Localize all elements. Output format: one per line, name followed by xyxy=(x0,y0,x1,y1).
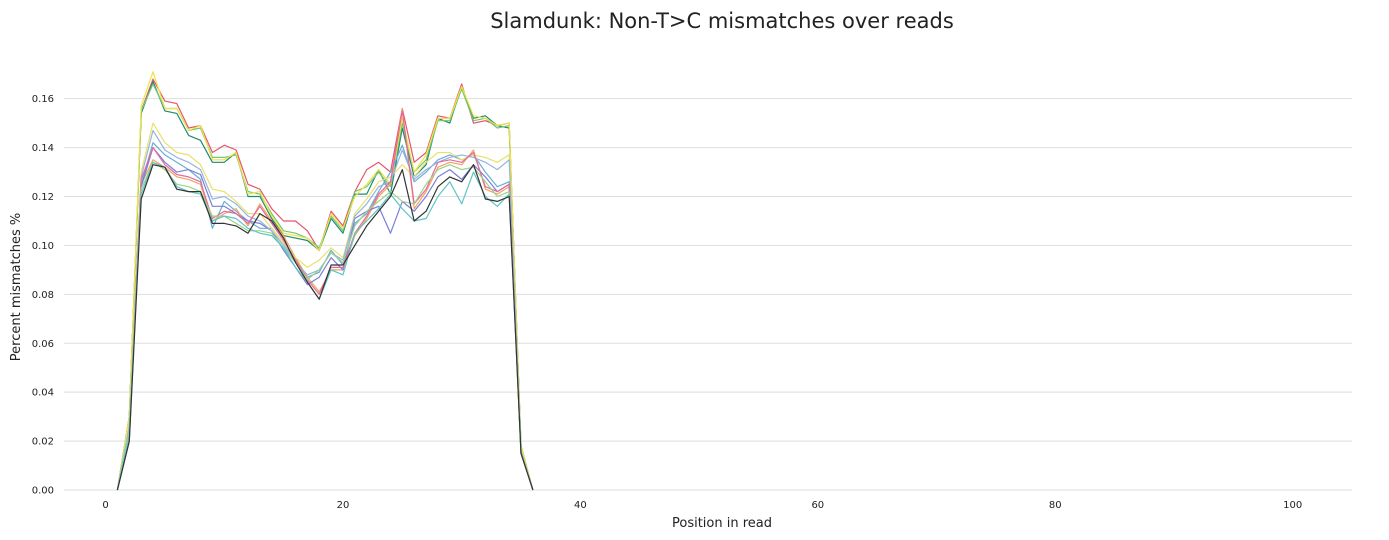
x-tick-label: 100 xyxy=(1283,500,1302,511)
series-line-11 xyxy=(116,161,534,491)
gridlines xyxy=(64,98,1352,491)
y-axis-label: Percent mismatches % xyxy=(9,213,24,361)
y-tick-label: 0.16 xyxy=(32,94,54,105)
x-axis-ticks: 0 20 40 60 80 100 xyxy=(102,500,1302,511)
y-tick-label: 0.12 xyxy=(32,192,54,203)
x-tick-label: 20 xyxy=(337,500,350,511)
y-tick-label: 0.08 xyxy=(32,290,54,301)
x-tick-label: 0 xyxy=(102,500,108,511)
y-tick-label: 0.14 xyxy=(32,143,54,154)
y-tick-label: 0.06 xyxy=(32,339,54,350)
x-tick-label: 60 xyxy=(811,500,824,511)
y-tick-label: 0.10 xyxy=(32,241,54,252)
x-tick-label: 80 xyxy=(1049,500,1062,511)
y-tick-label: 0.00 xyxy=(32,486,54,497)
series-line-5 xyxy=(116,142,534,491)
series-line-8 xyxy=(116,122,534,491)
y-axis-ticks: 0.00 0.02 0.04 0.06 0.08 0.10 0.12 0.14 0.16 xyxy=(32,94,54,496)
x-tick-label: 40 xyxy=(574,500,587,511)
series-lines xyxy=(116,71,534,491)
series-line-7 xyxy=(116,147,534,491)
series-line-4 xyxy=(116,71,534,491)
y-tick-label: 0.02 xyxy=(32,437,54,448)
series-line-3 xyxy=(116,83,534,491)
series-line-13 xyxy=(116,164,534,491)
y-tick-label: 0.04 xyxy=(32,388,54,399)
chart-title: Slamdunk: Non-T>C mismatches over reads xyxy=(490,9,954,33)
x-axis-label: Position in read xyxy=(672,516,772,531)
series-line-6 xyxy=(116,107,534,491)
